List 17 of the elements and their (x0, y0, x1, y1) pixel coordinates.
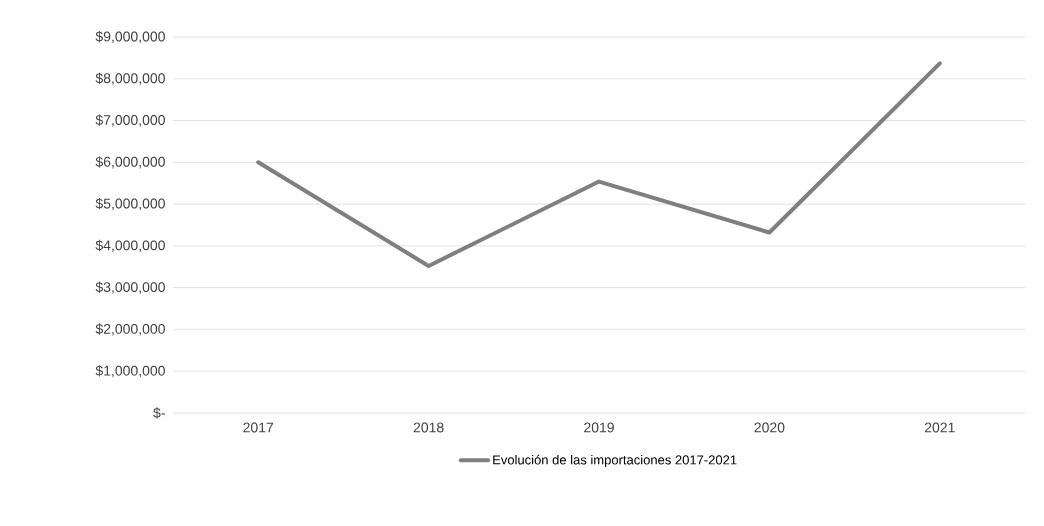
y-tick-label: $5,000,000 (95, 198, 165, 211)
x-tick-label: 2019 (584, 422, 614, 433)
x-tick-label: 2018 (413, 422, 444, 433)
y-tick-label: $9,000,000 (95, 30, 165, 44)
y-tick-label: $6,000,000 (95, 156, 165, 169)
y-tick-label: $4,000,000 (95, 239, 165, 252)
x-tick-label: 2020 (754, 422, 785, 433)
legend-label: Evolución de las importaciones 2017-2021 (493, 454, 737, 468)
y-tick-label: $7,000,000 (95, 114, 165, 127)
line-series (256, 61, 942, 268)
y-tick-label: $1,000,000 (95, 365, 165, 378)
y-tick-label: $- (153, 407, 165, 419)
x-tick-label: 2021 (924, 422, 955, 433)
y-tick-label: $8,000,000 (95, 72, 165, 85)
y-tick-label: $3,000,000 (95, 281, 165, 294)
x-tick-label: 2017 (243, 422, 274, 433)
y-tick-label: $2,000,000 (95, 323, 165, 336)
